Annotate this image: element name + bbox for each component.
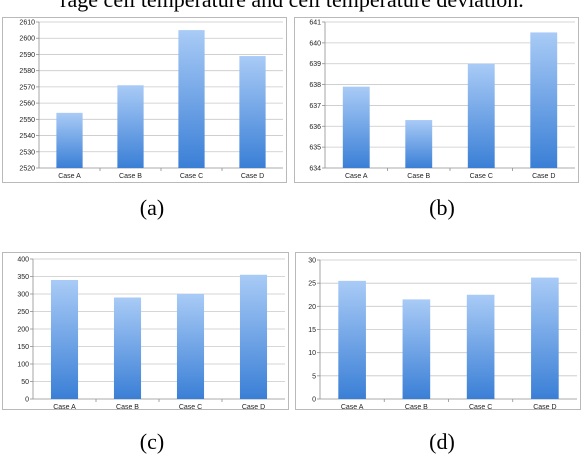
y-tick-label: 200	[17, 327, 29, 334]
y-tick-label: 2540	[19, 133, 35, 140]
y-tick-label: 300	[17, 292, 29, 299]
chart-svg-d: 0 5 10 15 20 25 30 Case A Case B Case C Case D	[308, 258, 577, 411]
y-tick-label: 639	[309, 61, 321, 68]
x-tick-label: Case A	[58, 173, 81, 180]
bar-case-d	[530, 32, 558, 168]
x-tick-label: Case B	[407, 173, 430, 180]
bar-case-c	[467, 63, 495, 168]
x-tick-label: Case B	[119, 173, 142, 180]
y-tick-label: 637	[309, 103, 321, 110]
chart-svg-a: 2520 2530 2540 2550 2560 2570 2580 2590 2600 2610…	[19, 20, 283, 180]
subfigure-label-b: (b)	[429, 195, 455, 220]
x-tick-label: Case C	[180, 173, 203, 180]
y-tick-label: 150	[17, 344, 29, 351]
x-tick-label: Case C	[179, 404, 202, 411]
bar-case-c	[176, 294, 205, 399]
chart-panel-c: 0 50 100 150 200 250 300 350 400 Case A Case B Case…	[2, 252, 289, 411]
y-tick-label: 0	[312, 397, 316, 404]
bar-case-d	[239, 274, 268, 399]
bar-case-a	[338, 280, 366, 399]
y-tick-label: 638	[309, 82, 321, 89]
bar-case-a	[56, 112, 83, 168]
x-tick-label: Case D	[532, 173, 555, 180]
y-tick-label: 2560	[19, 101, 35, 108]
bar-case-b	[405, 120, 433, 168]
bar-case-d	[531, 277, 559, 399]
y-tick-label: 10	[308, 350, 316, 357]
y-tick-label: 350	[17, 274, 29, 281]
y-tick-label: 635	[309, 145, 321, 152]
y-tick-label: 2590	[19, 52, 35, 59]
bar-case-b	[117, 85, 144, 168]
chart-svg-c: 0 50 100 150 200 250 300 350 400 Case A Case B Case…	[17, 257, 285, 411]
chart-panel-b: 634 635 636 637 638 639 640 641 Case A Case B Case…	[294, 17, 579, 183]
x-tick-label: Case D	[533, 404, 556, 411]
y-tick-label: 0	[25, 397, 29, 404]
y-tick-label: 50	[21, 379, 29, 386]
y-tick-label: 2530	[19, 149, 35, 156]
y-tick-label: 2570	[19, 84, 35, 91]
x-tick-label: Case A	[341, 404, 364, 411]
y-tick-label: 634	[309, 166, 321, 173]
bar-case-c	[466, 294, 495, 399]
bar-case-b	[402, 299, 431, 399]
y-tick-label: 2610	[19, 20, 35, 27]
x-tick-label: Case C	[470, 173, 493, 180]
x-tick-label: Case D	[241, 173, 264, 180]
bar-case-d	[239, 56, 266, 168]
y-tick-label: 2520	[19, 166, 35, 173]
y-tick-label: 15	[308, 327, 316, 334]
x-tick-label: Case B	[116, 404, 139, 411]
chart-panel-a: 2520 2530 2540 2550 2560 2570 2580 2590 2600 2610…	[2, 17, 287, 183]
y-tick-label: 641	[309, 20, 321, 27]
y-tick-label: 25	[308, 281, 316, 288]
y-tick-label: 636	[309, 124, 321, 131]
x-tick-label: Case A	[53, 404, 76, 411]
bar-case-a	[50, 280, 79, 399]
y-tick-label: 640	[309, 40, 321, 47]
chart-panel-d: 0 5 10 15 20 25 30 Case A Case B Case C Case D	[295, 252, 581, 411]
bar-case-b	[113, 297, 142, 399]
bar-case-c	[178, 30, 205, 168]
x-tick-label: Case D	[242, 404, 265, 411]
x-tick-label: Case B	[405, 404, 428, 411]
y-tick-label: 2580	[19, 68, 35, 75]
subfigure-label-a: (a)	[139, 195, 165, 220]
y-tick-label: 100	[17, 362, 29, 369]
figure-caption: rage cell temperature and cell temperatu…	[0, 0, 584, 14]
subfigure-label-c: (c)	[139, 429, 165, 454]
y-tick-label: 5	[312, 373, 316, 380]
y-tick-label: 20	[308, 304, 316, 311]
subfigure-label-d: (d)	[429, 429, 455, 454]
chart-svg-b: 634 635 636 637 638 639 640 641 Case A Case B Case…	[309, 20, 575, 180]
y-tick-label: 2600	[19, 36, 35, 43]
x-tick-label: Case A	[345, 173, 368, 180]
y-tick-label: 30	[308, 258, 316, 265]
y-tick-label: 250	[17, 309, 29, 316]
y-tick-label: 2550	[19, 117, 35, 124]
bar-case-a	[342, 86, 370, 168]
x-tick-label: Case C	[469, 404, 492, 411]
y-tick-label: 400	[17, 257, 29, 264]
